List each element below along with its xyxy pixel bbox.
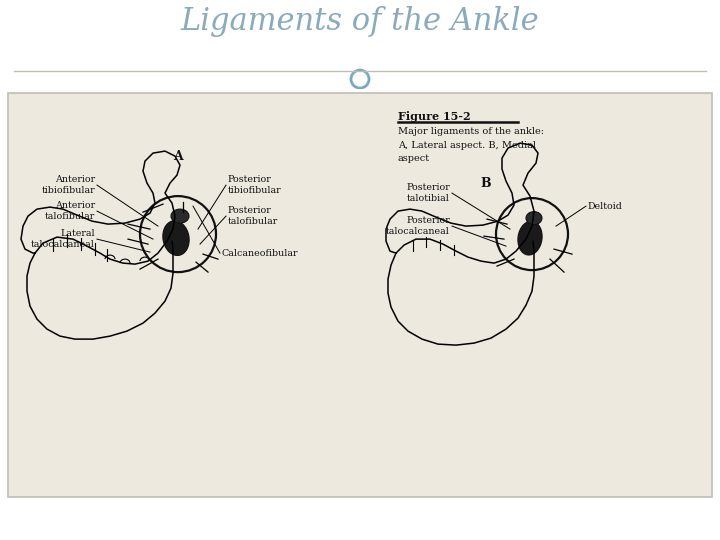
Ellipse shape: [163, 221, 189, 255]
Text: Major ligaments of the ankle:: Major ligaments of the ankle:: [398, 127, 544, 136]
FancyBboxPatch shape: [8, 93, 712, 497]
Text: Posterior
tibiofibular: Posterior tibiofibular: [228, 175, 282, 195]
Ellipse shape: [518, 221, 542, 255]
Text: Lateral
talocalcaneal: Lateral talocalcaneal: [31, 230, 95, 249]
Text: B: B: [481, 177, 491, 190]
Text: Posterior
talocalcaneal: Posterior talocalcaneal: [386, 216, 450, 236]
Ellipse shape: [171, 209, 189, 223]
Text: Calcaneofibular: Calcaneofibular: [222, 248, 299, 258]
Text: Ligaments of the Ankle: Ligaments of the Ankle: [181, 5, 539, 37]
Text: Figure 15-2: Figure 15-2: [398, 111, 471, 122]
Text: aspect: aspect: [398, 154, 430, 163]
Ellipse shape: [526, 212, 542, 225]
Text: Anterior
talofibular: Anterior talofibular: [45, 201, 95, 221]
Text: Posterior
talofibular: Posterior talofibular: [228, 206, 278, 226]
Text: A, Lateral aspect. B, Medial: A, Lateral aspect. B, Medial: [398, 141, 536, 150]
Text: Posterior
talotibial: Posterior talotibial: [406, 183, 450, 203]
Text: A: A: [173, 150, 183, 163]
Text: Deltoid: Deltoid: [588, 201, 623, 211]
Text: Anterior
tibiofibular: Anterior tibiofibular: [41, 175, 95, 195]
